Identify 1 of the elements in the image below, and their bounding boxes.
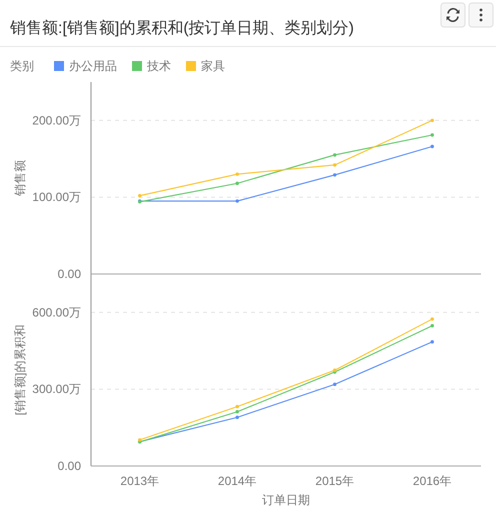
title: 销售额:[销售额]的累积和(按订单日期、类别划分) xyxy=(10,20,354,37)
